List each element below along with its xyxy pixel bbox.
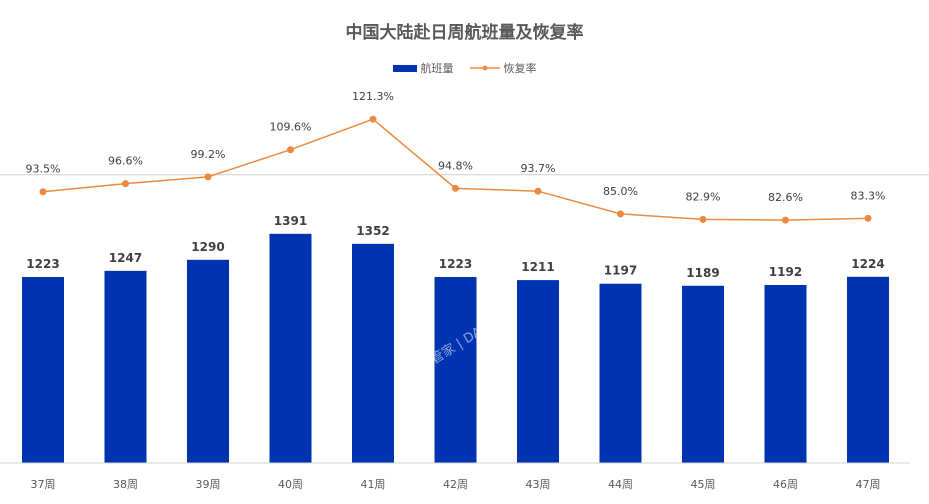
bar-value-label: 1211: [521, 260, 554, 274]
line-point: [452, 184, 459, 192]
bar: [104, 270, 147, 463]
legend-label: 恢复率: [503, 62, 537, 75]
bar-value-label: 1224: [851, 257, 884, 271]
legend-swatch-line: [469, 65, 500, 71]
line-point: [204, 173, 212, 181]
line-point: [534, 187, 542, 195]
x-tick-label: 37周: [31, 478, 56, 491]
line-value-label: 85.0%: [603, 185, 638, 198]
legend: 航班量 恢复率: [0, 60, 929, 76]
line-value-label: 93.5%: [26, 163, 61, 176]
bar: [599, 283, 642, 463]
x-tick-label: 41周: [361, 478, 386, 491]
line-value-label: 109.6%: [270, 121, 312, 134]
legend-swatch-bar: [392, 64, 417, 72]
bar-value-label: 1352: [356, 224, 389, 238]
x-tick-label: 43周: [526, 478, 551, 491]
line-value-label: 94.8%: [438, 159, 473, 172]
line-value-label: 83.3%: [851, 189, 886, 202]
line-value-label: 82.9%: [686, 190, 721, 203]
legend-item-flights: 航班量: [392, 60, 454, 76]
bar-value-label: 1223: [26, 257, 59, 271]
x-tick-label: 44周: [608, 478, 633, 491]
bar-value-label: 1197: [604, 264, 637, 278]
bar: [269, 233, 312, 463]
bar: [22, 277, 64, 463]
line-point: [39, 188, 47, 196]
x-tick-label: 47周: [856, 478, 881, 491]
line-value-label: 93.7%: [521, 162, 556, 175]
bar-value-label: 1189: [686, 266, 719, 280]
bar: [434, 277, 477, 463]
line-point: [122, 180, 129, 188]
x-tick-label: 38周: [113, 478, 138, 491]
line-point: [369, 115, 377, 123]
line-value-label: 121.3%: [352, 90, 394, 103]
legend-label: 航班量: [420, 62, 454, 75]
x-tick-label: 46周: [773, 478, 798, 491]
x-tick-label: 40周: [278, 478, 303, 491]
bar: [682, 285, 724, 463]
bar-value-label: 1391: [274, 214, 307, 228]
line-point: [699, 215, 707, 223]
chart-title: 中国大陆赴日周航班量及恢复率: [345, 23, 584, 43]
bar-value-label: 1223: [439, 257, 472, 271]
legend-item-recovery: 恢复率: [469, 60, 537, 76]
bar: [517, 280, 559, 463]
line-point: [617, 210, 624, 218]
bar: [847, 276, 889, 463]
bar: [352, 243, 394, 463]
line-value-label: 99.2%: [191, 148, 226, 161]
line-point: [782, 216, 789, 224]
bar: [187, 259, 229, 463]
bar: [764, 285, 807, 463]
x-tick-label: 39周: [196, 478, 221, 491]
line-point: [287, 146, 294, 154]
bar-value-label: 1192: [769, 265, 802, 279]
x-tick-label: 42周: [443, 478, 468, 491]
x-tick-label: 45周: [691, 478, 716, 491]
line-value-label: 82.6%: [768, 191, 803, 204]
bar-value-label: 1290: [191, 240, 224, 254]
line-point: [864, 214, 872, 222]
line-value-label: 96.6%: [108, 155, 143, 168]
bar-value-label: 1247: [109, 251, 142, 265]
